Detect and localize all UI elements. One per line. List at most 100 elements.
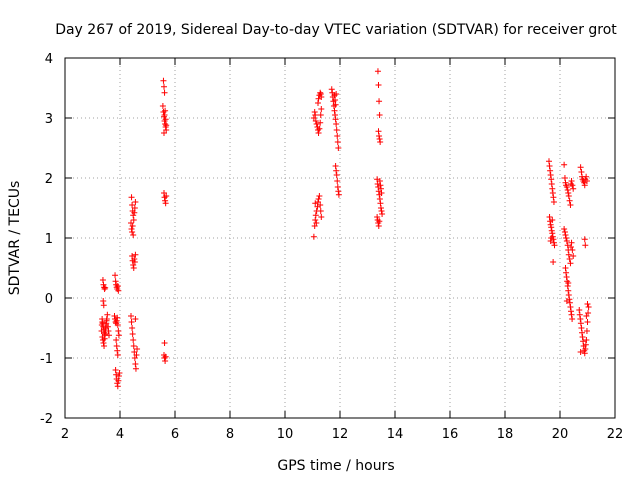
- data-point: [567, 202, 574, 208]
- data-point: [161, 112, 168, 118]
- data-point: [331, 107, 338, 114]
- data-point: [548, 181, 555, 187]
- data-point: [569, 247, 576, 253]
- data-point: [130, 343, 137, 349]
- data-point: [379, 211, 386, 217]
- data-point: [132, 316, 139, 322]
- data-point: [310, 233, 317, 240]
- data-point: [115, 332, 122, 339]
- data-point: [130, 337, 137, 343]
- data-point: [130, 217, 137, 223]
- data-point: [562, 265, 569, 271]
- data-point: [317, 208, 324, 214]
- data-point: [312, 200, 319, 207]
- y-tick-label: -2: [40, 412, 53, 427]
- data-point: [551, 242, 558, 249]
- data-point: [130, 232, 137, 238]
- x-tick-label: 22: [607, 427, 624, 442]
- x-tick-label: 16: [442, 427, 459, 442]
- data-point: [565, 190, 572, 196]
- y-tick-label: 3: [45, 112, 53, 127]
- y-tick-labels: -2 -1 0 1 2 3 4: [40, 52, 53, 427]
- data-point: [114, 314, 121, 321]
- data-point: [333, 167, 340, 174]
- data-point: [563, 235, 570, 241]
- x-tick-labels: 2 4 6 8 10 12 14 16 18 20 22: [61, 427, 623, 442]
- data-point: [315, 196, 322, 202]
- data-point: [163, 193, 170, 199]
- data-point: [113, 317, 120, 324]
- data-point: [328, 86, 335, 93]
- data-point: [113, 371, 120, 378]
- data-point: [567, 304, 574, 310]
- data-point: [561, 226, 568, 232]
- data-point: [374, 68, 381, 75]
- data-point: [161, 355, 168, 361]
- grid: [65, 58, 615, 418]
- data-point: [313, 121, 320, 127]
- data-point: [585, 304, 592, 310]
- data-point: [547, 172, 554, 178]
- data-point: [377, 139, 384, 145]
- data-point: [376, 133, 383, 139]
- data-point: [583, 337, 590, 343]
- data-point: [114, 347, 121, 354]
- data-point: [580, 338, 587, 345]
- x-tick-label: 4: [116, 427, 124, 442]
- x-tick-label: 12: [332, 427, 349, 442]
- data-point: [565, 193, 572, 199]
- data-point: [578, 169, 585, 175]
- data-point: [313, 220, 320, 226]
- y-tick-label: 0: [45, 292, 53, 307]
- data-point: [162, 116, 169, 123]
- data-point: [549, 217, 556, 223]
- data-point: [315, 100, 321, 106]
- data-point: [332, 112, 339, 118]
- data-point: [582, 341, 589, 348]
- data-point: [115, 328, 122, 334]
- axis-ticks: [64, 57, 616, 419]
- data-point: [116, 370, 123, 376]
- data-point: [376, 178, 383, 184]
- data-point: [133, 352, 140, 358]
- data-point: [311, 109, 318, 115]
- data-point: [550, 259, 557, 265]
- data-point: [312, 118, 319, 124]
- data-point: [103, 320, 110, 327]
- data-point: [100, 340, 107, 346]
- data-point: [128, 194, 135, 201]
- data-point: [317, 119, 324, 126]
- data-point: [565, 287, 572, 294]
- data-point: [332, 101, 339, 108]
- data-point: [114, 283, 121, 289]
- data-point: [376, 98, 383, 105]
- data-point: [98, 328, 105, 334]
- data-point: [568, 239, 575, 246]
- data-point: [377, 182, 384, 189]
- data-point: [563, 274, 570, 280]
- y-tick-label: 1: [45, 232, 53, 247]
- data-point: [576, 307, 583, 313]
- data-point: [112, 367, 119, 373]
- data-point: [115, 373, 122, 379]
- data-point: [376, 136, 383, 142]
- data-point: [548, 224, 555, 231]
- data-point: [547, 238, 554, 244]
- data-point: [333, 91, 340, 97]
- data-point: [561, 229, 568, 235]
- x-tick-label: 10: [277, 427, 294, 442]
- data-point: [131, 209, 138, 216]
- data-point: [549, 190, 556, 196]
- data-point: [549, 185, 556, 192]
- data-point: [115, 287, 122, 294]
- data-point: [376, 196, 383, 202]
- data-point: [317, 112, 324, 118]
- data-point: [318, 214, 325, 220]
- y-tick-label: -1: [40, 352, 53, 367]
- data-point: [333, 121, 340, 127]
- data-point: [161, 89, 168, 96]
- data-point: [104, 311, 111, 318]
- data-point: [161, 83, 167, 90]
- x-tick-label: 8: [226, 427, 234, 442]
- data-point: [378, 190, 385, 196]
